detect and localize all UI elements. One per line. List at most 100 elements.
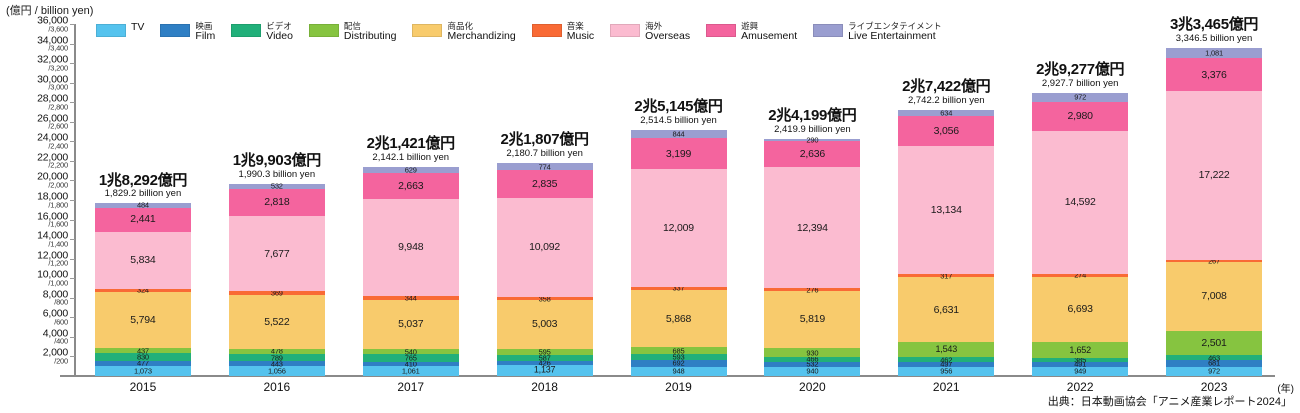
bar-segment-distributing[interactable]: 1,652 <box>1032 342 1129 359</box>
bar-segment-music[interactable]: 369 <box>228 289 325 296</box>
bar-segment-live-entertainment[interactable]: 634 <box>898 109 995 116</box>
bar-segment-tv[interactable]: 949 <box>1032 366 1129 376</box>
legend-item-tv[interactable]: TV <box>96 21 144 37</box>
legend-item-amusement[interactable]: 遊興 Amusement <box>706 22 797 42</box>
bar-segment-merchandizing[interactable]: 7,008 <box>1166 262 1263 331</box>
legend-item-merchandizing[interactable]: 商品化 Merchandizing <box>412 22 516 42</box>
bar-segment-video[interactable]: 830 <box>94 352 191 361</box>
bar-segment-live-entertainment[interactable]: 844 <box>630 129 727 139</box>
bar-segment-video[interactable]: 466 <box>764 356 861 363</box>
bar-segment-distributing[interactable]: 1,543 <box>898 342 995 358</box>
bar-segment-film[interactable]: 497 <box>898 360 995 367</box>
bar-segment-distributing[interactable]: 540 <box>362 348 459 355</box>
legend-item-overseas[interactable]: 海外 Overseas <box>610 22 690 42</box>
legend-label-jp: 遊興 <box>741 21 759 31</box>
bar-segment-overseas[interactable]: 12,394 <box>764 167 861 289</box>
bar-segment-tv[interactable]: 1,073 <box>94 365 191 376</box>
bar-segment-value: 765 <box>404 353 417 363</box>
bar-segment-music[interactable]: 344 <box>362 294 459 301</box>
bar-segment-music[interactable]: 274 <box>1032 272 1129 279</box>
bar-segment-live-entertainment[interactable]: 532 <box>228 182 325 189</box>
bar-segment-amusement[interactable]: 2,663 <box>362 173 459 200</box>
bar-segment-music[interactable]: 276 <box>764 286 861 293</box>
y-axis-tick-major: 14,000 <box>37 229 68 242</box>
bar-segment-merchandizing[interactable]: 5,868 <box>630 290 727 348</box>
bar-segment-live-entertainment[interactable]: 972 <box>1032 92 1129 103</box>
legend-item-live-entertainment[interactable]: ライブエンタテイメント Live Entertainment <box>813 22 942 42</box>
bar-segment-music[interactable]: 267 <box>1166 256 1263 266</box>
bar-segment-overseas[interactable]: 12,009 <box>630 169 727 287</box>
bar-segment-amusement[interactable]: 2,818 <box>228 188 325 217</box>
bar-segment-distributing[interactable]: 478 <box>228 348 325 355</box>
bar-segment-live-entertainment[interactable]: 1,081 <box>1166 47 1263 59</box>
bar-segment-film[interactable]: 443 <box>228 360 325 367</box>
bar-segment-live-entertainment[interactable]: 774 <box>496 162 593 171</box>
bar-segment-amusement[interactable]: 2,980 <box>1032 102 1129 132</box>
bar-segment-overseas[interactable]: 17,222 <box>1166 91 1263 260</box>
bar-segment-live-entertainment[interactable]: 484 <box>94 202 191 209</box>
bar-segment-value: 267 <box>1208 256 1221 266</box>
bar-segment-music[interactable]: 324 <box>94 287 191 294</box>
bar-segment-tv[interactable]: 1,056 <box>228 365 325 376</box>
bar-segment-video[interactable]: 765 <box>362 353 459 363</box>
y-axis-tick: 36,000/3,600 <box>37 15 68 33</box>
bar-segment-distributing[interactable]: 685 <box>630 347 727 355</box>
bar-segment-tv[interactable]: 948 <box>630 366 727 376</box>
bar-segment-tv[interactable]: 1,137 <box>496 364 593 376</box>
bar-segment-video[interactable]: 463 <box>1166 354 1263 361</box>
bar-segment-amusement[interactable]: 3,056 <box>898 116 995 146</box>
y-axis-tick-minor: /800 <box>54 297 68 307</box>
bar-segment-music[interactable]: 337 <box>630 285 727 292</box>
bar-segment-merchandizing[interactable]: 5,037 <box>362 299 459 349</box>
bar-segment-film[interactable]: 426 <box>496 359 593 366</box>
legend-item-distributing[interactable]: 配信 Distributing <box>308 22 396 42</box>
legend-item-film[interactable]: 映画 Film <box>160 22 215 42</box>
bar-segment-live-entertainment[interactable]: 629 <box>362 166 459 173</box>
bar-segment-overseas[interactable]: 5,834 <box>94 231 191 289</box>
bar-segment-distributing[interactable]: 595 <box>496 348 593 355</box>
bar-segment-live-entertainment[interactable]: 290 <box>764 135 861 145</box>
bar-segment-merchandizing[interactable]: 5,794 <box>94 291 191 349</box>
bar-segment-distributing[interactable]: 930 <box>764 348 861 358</box>
bar-segment-video[interactable]: 462 <box>898 356 995 363</box>
bar-segment-tv[interactable]: 1,061 <box>362 365 459 376</box>
y-axis-tick-major: 28,000 <box>37 92 68 105</box>
bar-segment-value: 5,037 <box>398 318 424 331</box>
legend-item-music[interactable]: 音楽 Music <box>531 22 594 42</box>
bar-segment-film[interactable]: 681 <box>1166 359 1263 367</box>
bar-segment-tv[interactable]: 940 <box>764 366 861 376</box>
bar-segment-merchandizing[interactable]: 5,522 <box>228 295 325 349</box>
bar-segment-amusement[interactable]: 3,376 <box>1166 58 1263 92</box>
bar-segment-overseas[interactable]: 13,134 <box>898 145 995 275</box>
bar-segment-overseas[interactable]: 14,592 <box>1032 131 1129 274</box>
bar-segment-distributing[interactable]: 2,501 <box>1166 330 1263 356</box>
bar-segment-amusement[interactable]: 2,441 <box>94 207 191 232</box>
legend-item-video[interactable]: ビデオ Video <box>231 22 293 42</box>
bar-segment-merchandizing[interactable]: 6,693 <box>1032 276 1129 343</box>
bar-segment-tv[interactable]: 972 <box>1166 366 1263 376</box>
bar-segment-amusement[interactable]: 2,636 <box>764 141 861 168</box>
bar-segment-video[interactable]: 385 <box>1032 356 1129 363</box>
bar-segment-film[interactable]: 692 <box>630 360 727 367</box>
bar-segment-video[interactable]: 593 <box>630 353 727 360</box>
bar-segment-amusement[interactable]: 2,835 <box>496 170 593 199</box>
bar-segment-merchandizing[interactable]: 5,819 <box>764 291 861 348</box>
bar-segment-overseas[interactable]: 9,948 <box>362 199 459 297</box>
bar-segment-merchandizing[interactable]: 5,003 <box>496 300 593 350</box>
bar-segment-tv[interactable]: 956 <box>898 366 995 376</box>
bar-segment-overseas[interactable]: 7,677 <box>228 216 325 292</box>
y-axis-tick: 22,000/2,200 <box>37 152 68 169</box>
bar-segment-video[interactable]: 789 <box>228 353 325 362</box>
bar-segment-film[interactable]: 410 <box>362 360 459 367</box>
bar-segment-music[interactable]: 358 <box>496 295 593 302</box>
bar-segment-overseas[interactable]: 10,092 <box>496 198 593 297</box>
bar-segment-film[interactable]: 491 <box>1032 361 1129 368</box>
bar-segment-value: 290 <box>806 135 819 145</box>
bar-segment-merchandizing[interactable]: 6,631 <box>898 277 995 343</box>
bar-segment-film[interactable]: 477 <box>94 359 191 366</box>
bar-segment-distributing[interactable]: 437 <box>94 347 191 354</box>
bar-segment-music[interactable]: 317 <box>898 272 995 279</box>
bar-segment-video[interactable]: 587 <box>496 354 593 361</box>
bar-segment-film[interactable]: 532 <box>764 360 861 367</box>
bar-segment-amusement[interactable]: 3,199 <box>630 138 727 170</box>
